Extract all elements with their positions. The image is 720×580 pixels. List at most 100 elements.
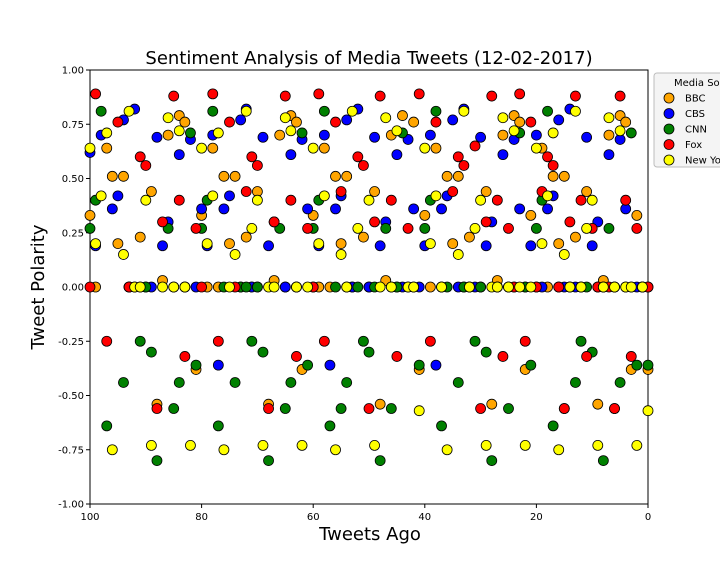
- legend-marker: [663, 139, 675, 150]
- data-point: [145, 346, 157, 358]
- data-point: [218, 444, 230, 456]
- data-point: [447, 238, 459, 250]
- data-point: [291, 281, 302, 293]
- data-point: [586, 194, 598, 206]
- data-point: [101, 335, 113, 347]
- legend-marker: [663, 92, 675, 104]
- data-point: [352, 151, 364, 163]
- data-point: [525, 209, 537, 221]
- data-point: [118, 249, 129, 260]
- data-point: [134, 231, 146, 243]
- legend-label: Fox: [685, 140, 702, 151]
- data-point: [318, 335, 330, 347]
- data-point: [257, 346, 269, 358]
- data-point: [279, 112, 291, 124]
- data-point: [307, 142, 319, 154]
- data-point: [637, 281, 648, 293]
- data-point: [430, 116, 442, 128]
- data-point: [268, 281, 280, 293]
- data-point: [285, 125, 297, 137]
- data-point: [341, 281, 353, 293]
- data-point: [173, 125, 185, 137]
- data-point: [145, 440, 157, 451]
- data-point: [112, 238, 124, 250]
- data-point: [218, 203, 230, 215]
- data-point: [519, 440, 531, 451]
- y-tick-label: -0.25: [58, 337, 84, 348]
- data-point: [207, 105, 219, 117]
- data-point: [542, 151, 553, 163]
- data-point: [570, 90, 581, 102]
- data-point: [140, 160, 152, 171]
- data-point: [335, 403, 347, 414]
- x-axis-title: Tweets Ago: [318, 524, 421, 545]
- data-point: [335, 238, 347, 250]
- data-point: [497, 129, 509, 141]
- data-point: [358, 335, 369, 347]
- data-point: [631, 359, 643, 371]
- data-point: [207, 142, 219, 154]
- data-point: [101, 127, 113, 139]
- data-point: [90, 88, 101, 100]
- data-point: [570, 231, 581, 243]
- data-point: [296, 127, 308, 139]
- data-point: [486, 90, 498, 102]
- data-point: [212, 127, 224, 139]
- y-axis-title: Tweet Polarity: [28, 224, 49, 350]
- data-point: [553, 114, 565, 126]
- data-point: [118, 377, 129, 388]
- data-point: [291, 116, 302, 128]
- data-point: [385, 194, 397, 206]
- data-point: [324, 359, 336, 371]
- data-point: [581, 351, 593, 362]
- y-tick-label: 0.00: [62, 283, 84, 294]
- data-point: [413, 359, 425, 371]
- data-point: [101, 420, 113, 432]
- data-point: [190, 223, 202, 234]
- data-point: [514, 203, 526, 215]
- legend-marker: [663, 154, 675, 166]
- legend-marker: [663, 108, 675, 119]
- data-point: [251, 160, 263, 171]
- data-point: [525, 281, 537, 293]
- data-point: [151, 403, 163, 414]
- data-point: [436, 420, 447, 432]
- data-point: [397, 110, 408, 121]
- data-point: [631, 223, 643, 234]
- data-point: [385, 281, 397, 293]
- data-point: [486, 455, 498, 467]
- data-point: [391, 125, 403, 137]
- data-point: [486, 398, 498, 410]
- data-point: [603, 112, 615, 124]
- data-point: [564, 216, 576, 228]
- data-point: [285, 377, 297, 388]
- plot-area: 100 80 60 40 20 0 -1.00 -0.75 -0.50 -0.25 0.00 0.25…: [58, 66, 654, 523]
- data-point: [631, 209, 643, 221]
- data-point: [575, 335, 587, 347]
- legend-label: CNN: [685, 125, 707, 136]
- data-point: [475, 131, 487, 143]
- data-point: [369, 216, 380, 228]
- data-point: [531, 223, 542, 234]
- data-point: [469, 140, 481, 152]
- data-point: [162, 112, 174, 124]
- data-point: [592, 440, 604, 451]
- chart-title: Sentiment Analysis of Media Tweets (12-0…: [145, 48, 592, 69]
- data-point: [179, 351, 191, 362]
- data-point: [542, 190, 553, 202]
- data-point: [436, 281, 447, 293]
- data-point: [201, 238, 213, 250]
- data-point: [508, 125, 520, 137]
- data-point: [558, 170, 570, 182]
- data-point: [436, 203, 447, 215]
- data-point: [391, 149, 403, 161]
- data-point: [151, 455, 163, 467]
- data-point: [157, 281, 168, 293]
- x-tick-label: 100: [80, 512, 99, 523]
- data-point: [581, 131, 593, 143]
- data-point: [196, 281, 208, 293]
- data-point: [609, 403, 620, 414]
- data-point: [84, 281, 96, 293]
- series-new-yo: [84, 105, 654, 456]
- data-point: [391, 351, 403, 362]
